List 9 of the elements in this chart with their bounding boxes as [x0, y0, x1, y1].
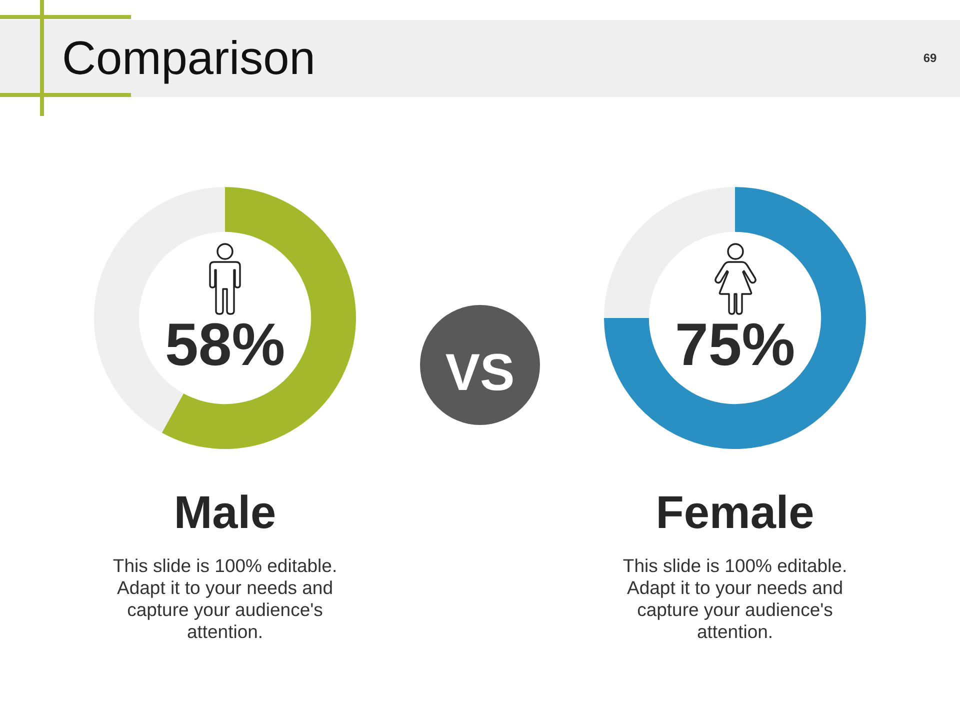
text: This slide is 100% editable. Adapt it to your needs and capture your audience's attention.: [622, 555, 848, 643]
text: 69: [922, 51, 938, 65]
text: Male: [172, 486, 278, 538]
data-label: 58%: [164, 311, 286, 378]
data-label: 75%: [674, 311, 796, 378]
text: Comparison: [62, 31, 316, 84]
text: VS: [444, 344, 516, 402]
text: Female: [654, 486, 816, 538]
text: This slide is 100% editable. Adapt it to your needs and capture your audience's attention.: [112, 555, 338, 643]
